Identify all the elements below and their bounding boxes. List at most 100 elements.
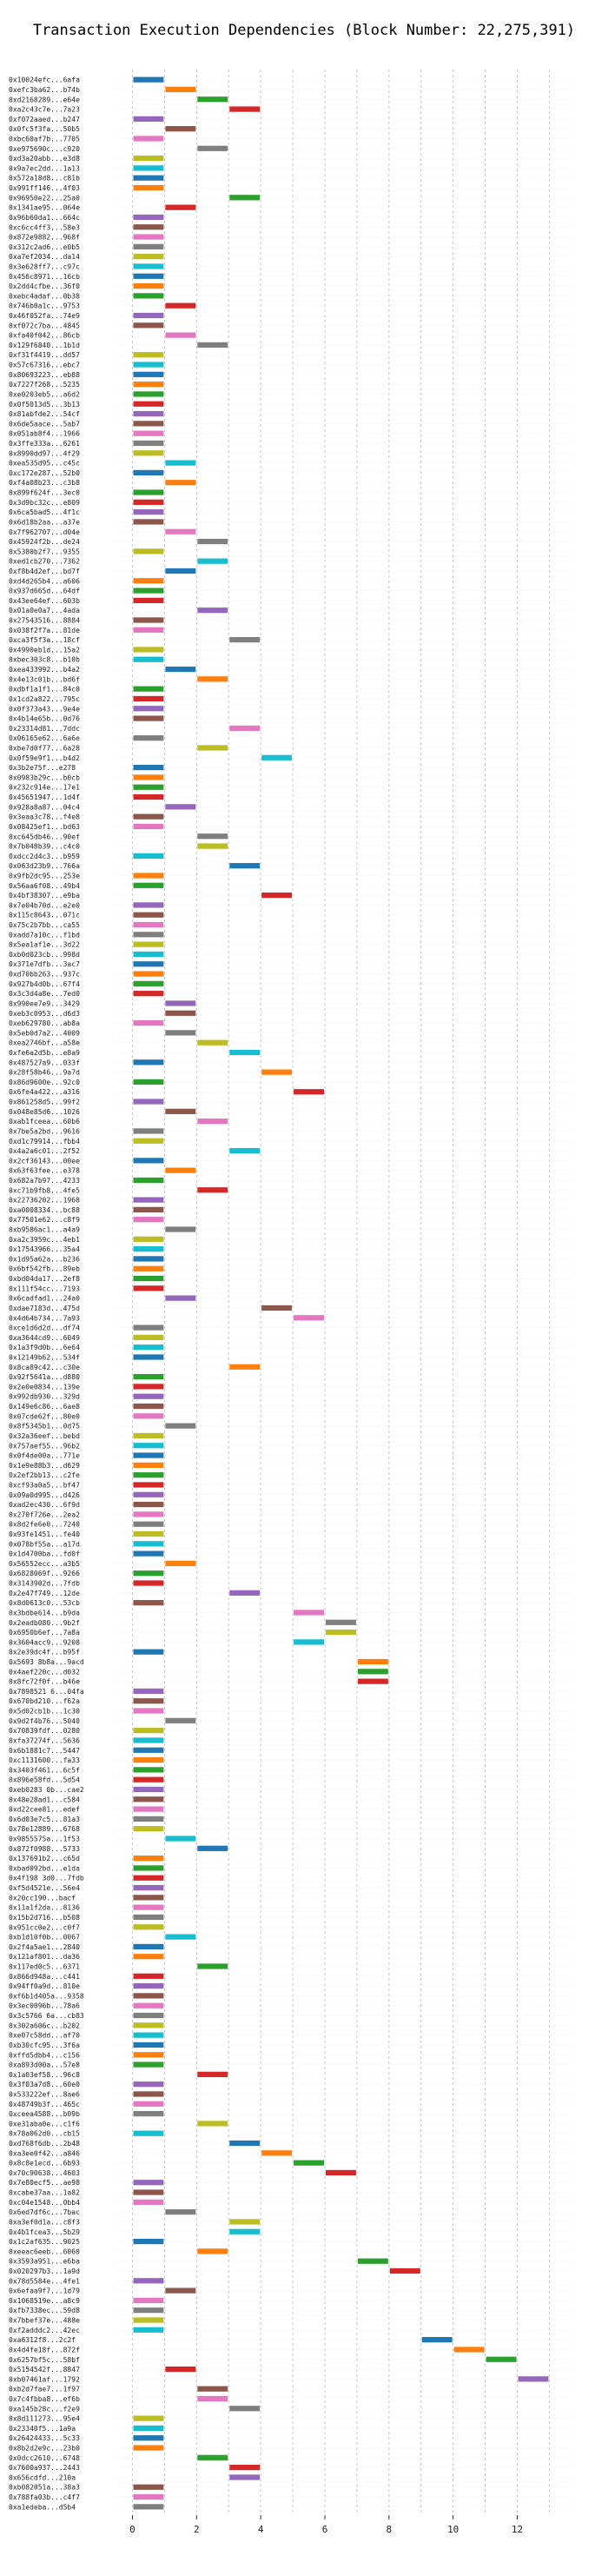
dependency-bar	[133, 2425, 164, 2432]
tx-hash-label: 0xf8b4d2ef...bd7f	[9, 568, 80, 575]
tx-hash-label: 0x70c90638...4603	[9, 2169, 80, 2177]
dependency-bar	[133, 469, 164, 476]
dependency-bar	[197, 843, 228, 849]
tx-hash-label: 0x0983b29c...b0cb	[9, 773, 80, 781]
dependency-bar	[133, 234, 164, 240]
dependency-bar	[133, 774, 164, 780]
dependency-bar	[133, 282, 164, 289]
dependency-bar	[133, 214, 164, 221]
tx-hash-label: 0xc71b9fb8...4fe5	[9, 1186, 80, 1194]
tx-hash-label: 0x3eaa3c78...f4e8	[9, 813, 80, 821]
dependency-bar	[133, 1993, 164, 1999]
tx-hash-label: 0x656cdfd...210a	[9, 2473, 76, 2481]
tx-hash-label: 0x3d9bc32c...e809	[9, 499, 80, 507]
dependency-bar	[133, 1737, 164, 1743]
tx-hash-label: 0x1e9e88b3...d629	[9, 1462, 80, 1470]
dependency-bar	[133, 588, 164, 594]
tx-hash-label: 0xce1d6d2d...df74	[9, 1325, 80, 1332]
x-axis-tick-labels: 0 2 4 6 8 10 12	[129, 2515, 523, 2535]
dependency-bar	[165, 1295, 196, 1301]
tx-hash-label: 0xeb3c0953...d6d3	[9, 1010, 80, 1018]
dependency-bar	[133, 263, 164, 269]
dependency-bar	[133, 243, 164, 249]
dependency-bar	[165, 1717, 196, 1723]
dependency-bar	[165, 528, 196, 534]
tx-hash-label: 0xa1edeba...d5b4	[9, 2503, 76, 2511]
dependency-bar	[197, 2248, 228, 2254]
dependency-bar	[165, 460, 196, 466]
tx-hash-label: 0x078bf55a...a17d	[9, 1540, 80, 1548]
tx-hash-label: 0x6d18b2aa...a37e	[9, 518, 80, 526]
tx-hash-label: 0x48e28ad1...c584	[9, 1796, 80, 1803]
tx-hash-label: 0x5d02cb1b...1c30	[9, 1708, 80, 1716]
x-tick-label: 0	[129, 2524, 135, 2535]
dependency-bar	[133, 627, 164, 633]
tx-hash-label: 0x1d95a62a...b236	[9, 1255, 80, 1263]
dependency-bar	[133, 1059, 164, 1066]
dependency-bar	[197, 1039, 228, 1046]
tx-hash-label: 0x4b1fcea3...5b29	[9, 2228, 80, 2236]
dependency-bar	[133, 2278, 164, 2284]
tx-hash-label: 0xe07c58dd...af70	[9, 2032, 80, 2040]
tx-hash-label: 0xa2c43c7e...7a23	[9, 106, 80, 114]
tx-hash-label: 0x10024efc...6afa	[9, 76, 80, 84]
dependency-bar	[133, 2484, 164, 2490]
tx-hash-label: 0xcf93a0a5...bf47	[9, 1481, 80, 1489]
tx-hash-label: 0x7600a937...2443	[9, 2464, 80, 2472]
dependency-bar	[133, 2061, 164, 2068]
dependency-bar	[133, 1728, 164, 1734]
tx-hash-label: 0x28f58b46...9a7d	[9, 1069, 80, 1077]
dependency-bar	[133, 647, 164, 653]
dependency-bar	[133, 1914, 164, 1921]
dependency-bar	[133, 2052, 164, 2058]
dependency-bar	[133, 519, 164, 525]
dependency-bar	[197, 1845, 228, 1851]
dependency-bar	[165, 204, 196, 210]
dependency-bar	[197, 2454, 228, 2460]
tx-hash-label: 0x7b048b39...c4c0	[9, 843, 80, 851]
x-tick-label: 6	[322, 2524, 328, 2535]
dependency-bar	[133, 1246, 164, 1252]
tx-hash-label: 0x8ca89c42...c30e	[9, 1364, 80, 1371]
tx-hash-label: 0xadd7a10c...f1bd	[9, 931, 80, 939]
tx-hash-label: 0xbe7d0f77...6a28	[9, 744, 80, 752]
dependency-bar	[133, 1904, 164, 1910]
dependency-bar	[165, 568, 196, 574]
tx-hash-label: 0x80693223...eb88	[9, 371, 80, 379]
dependency-bar	[133, 1354, 164, 1360]
dependency-bar	[133, 136, 164, 142]
dependency-bar	[133, 1580, 164, 1586]
tx-hash-label: 0x861258d5...99f2	[9, 1099, 80, 1106]
tx-hash-label: 0xdae7183d...475d	[9, 1305, 80, 1312]
dependency-bar	[133, 1256, 164, 1262]
tx-hash-label: 0xf072aaed...b247	[9, 116, 80, 123]
dependency-bar	[165, 1000, 196, 1006]
tx-hash-label: 0x312c2ad6...e0b5	[9, 243, 80, 251]
tx-hash-label: 0xa893d00a...57e8	[9, 2061, 80, 2069]
tx-hash-label: 0x4bf38307...e9ba	[9, 892, 80, 900]
tx-hash-label: 0x8c8e1ecd...6b93	[9, 2160, 80, 2168]
tx-hash-label: 0x6828069f...9266	[9, 1570, 80, 1577]
dependency-bar	[229, 637, 261, 643]
dependency-bar	[133, 273, 164, 279]
tx-hash-label: 0x9855575a...1f53	[9, 1836, 80, 1843]
dependency-bar	[197, 745, 228, 751]
dependency-bar	[133, 1973, 164, 1979]
dependency-bar	[133, 175, 164, 181]
tx-hash-label: 0x992db930...329d	[9, 1393, 80, 1401]
dependency-bar	[229, 1364, 261, 1370]
tx-hash-label: 0xd70bb263...937c	[9, 971, 80, 979]
tx-hash-label: 0x23340f5...1a9a	[9, 2425, 76, 2433]
dependency-bar	[133, 1177, 164, 1184]
dependency-bar	[261, 2150, 293, 2156]
tx-hash-label: 0x4a2a6c01...2f52	[9, 1147, 80, 1155]
tx-hash-label: 0x2ef2bb13...c2fe	[9, 1471, 80, 1479]
dependency-bar	[133, 1747, 164, 1753]
tx-hash-label: 0x3bdbe614...b9da	[9, 1609, 80, 1617]
dependency-bar	[133, 2189, 164, 2195]
dependency-bar	[133, 224, 164, 230]
dependency-bar	[133, 1776, 164, 1783]
tx-hash-label: 0x788fa03b...c4f7	[9, 2493, 80, 2501]
dependency-bar	[197, 2121, 228, 2127]
dependency-bar	[133, 2180, 164, 2186]
